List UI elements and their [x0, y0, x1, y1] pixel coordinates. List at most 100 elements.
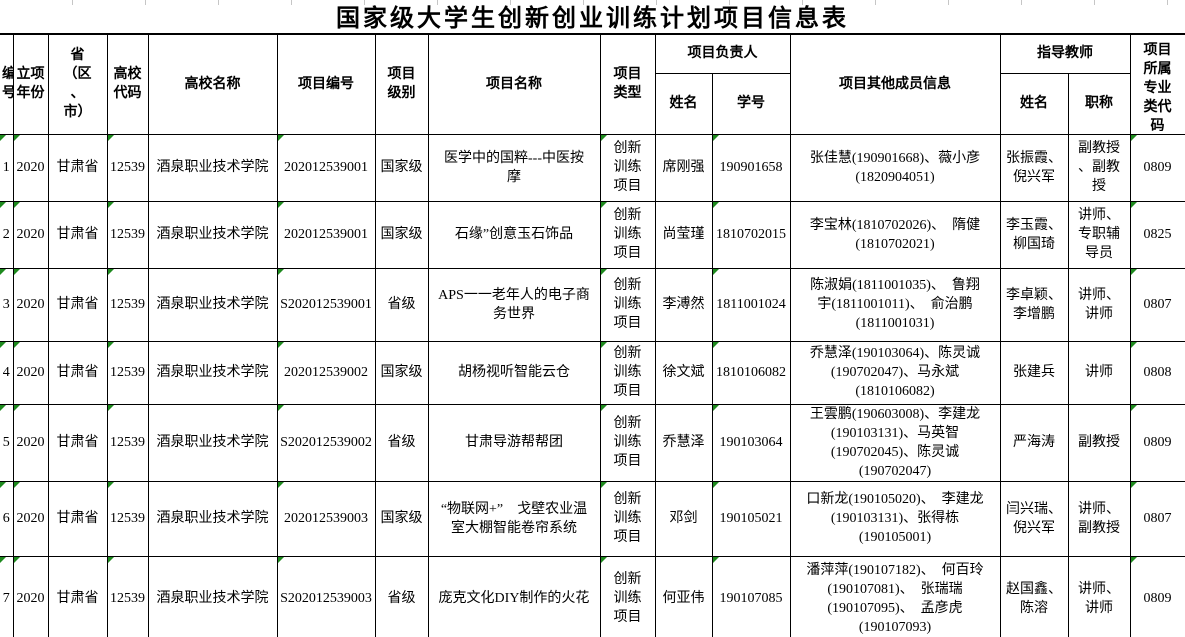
cell-leader-id[interactable]: 190901658 — [711, 133, 791, 202]
cell-major-code[interactable]: 0809 — [1129, 133, 1185, 202]
cell-advisor-title[interactable]: 副教授 、副教 授 — [1067, 133, 1131, 202]
header-project-no[interactable]: 项目编号 — [276, 33, 376, 135]
cell-project-no[interactable]: S202012539002 — [276, 403, 376, 482]
cell-year[interactable]: 2020 — [12, 133, 49, 202]
cell-major-code[interactable]: 0825 — [1129, 200, 1185, 269]
cell-leader-name[interactable]: 席刚强 — [654, 133, 713, 202]
cell-school-name[interactable]: 酒泉职业技术学院 — [147, 133, 278, 202]
cell-level[interactable]: 国家级 — [374, 480, 429, 557]
header-major-code[interactable]: 项目 所属 专业 类代 码 — [1129, 33, 1185, 135]
cell-project-no[interactable]: 202012539003 — [276, 480, 376, 557]
cell-province[interactable]: 甘肃省 — [47, 555, 108, 637]
cell-major-code[interactable]: 0807 — [1129, 267, 1185, 342]
cell-year[interactable]: 2020 — [12, 267, 49, 342]
cell-school-code[interactable]: 12539 — [106, 480, 149, 557]
cell-project-name[interactable]: APS一一老年人的电子商 务世界 — [427, 267, 601, 342]
cell-leader-name[interactable]: 何亚伟 — [654, 555, 713, 637]
header-level[interactable]: 项目 级别 — [374, 33, 429, 135]
cell-province[interactable]: 甘肃省 — [47, 340, 108, 405]
cell-idx[interactable]: 7 — [0, 555, 14, 637]
cell-advisor-name[interactable]: 李玉霞、 柳国琦 — [999, 200, 1069, 269]
cell-school-name[interactable]: 酒泉职业技术学院 — [147, 555, 278, 637]
header-school-name[interactable]: 高校名称 — [147, 33, 278, 135]
cell-year[interactable]: 2020 — [12, 555, 49, 637]
cell-level[interactable]: 省级 — [374, 555, 429, 637]
cell-school-name[interactable]: 酒泉职业技术学院 — [147, 200, 278, 269]
cell-school-code[interactable]: 12539 — [106, 200, 149, 269]
cell-year[interactable]: 2020 — [12, 340, 49, 405]
cell-type[interactable]: 创新 训练 项目 — [599, 133, 656, 202]
cell-idx[interactable]: 6 — [0, 480, 14, 557]
cell-leader-id[interactable]: 190105021 — [711, 480, 791, 557]
page-title[interactable]: 国家级大学生创新创业训练计划项目信息表 — [336, 6, 849, 32]
cell-project-name[interactable]: 医学中的国粹---中医按 摩 — [427, 133, 601, 202]
cell-leader-id[interactable]: 1810106082 — [711, 340, 791, 405]
cell-major-code[interactable]: 0807 — [1129, 480, 1185, 557]
cell-project-no[interactable]: S202012539001 — [276, 267, 376, 342]
cell-school-name[interactable]: 酒泉职业技术学院 — [147, 267, 278, 342]
cell-advisor-title[interactable]: 讲师、 专职辅 导员 — [1067, 200, 1131, 269]
cell-project-name[interactable]: 甘肃导游帮帮团 — [427, 403, 601, 482]
cell-project-name[interactable]: 庞克文化DIY制作的火花 — [427, 555, 601, 637]
cell-type[interactable]: 创新 训练 项目 — [599, 200, 656, 269]
header-idx[interactable]: 编 号 — [0, 33, 14, 135]
cell-project-no[interactable]: 202012539001 — [276, 200, 376, 269]
cell-leader-name[interactable]: 邓剑 — [654, 480, 713, 557]
cell-level[interactable]: 国家级 — [374, 133, 429, 202]
header-province[interactable]: 省 （区 、 市） — [47, 33, 108, 135]
header-advisor-title[interactable]: 职称 — [1067, 72, 1131, 135]
cell-school-code[interactable]: 12539 — [106, 340, 149, 405]
cell-level[interactable]: 省级 — [374, 267, 429, 342]
cell-members[interactable]: 口新龙(190105020)、 李建龙 (190103131)、张得栋 (190… — [789, 480, 1001, 557]
header-school-code[interactable]: 高校 代码 — [106, 33, 149, 135]
cell-advisor-name[interactable]: 闫兴瑞、 倪兴军 — [999, 480, 1069, 557]
cell-idx[interactable]: 2 — [0, 200, 14, 269]
cell-members[interactable]: 陈淑娟(1811001035)、 鲁翔 宇(1811001011)、 俞治鹏 (… — [789, 267, 1001, 342]
header-type[interactable]: 项目 类型 — [599, 33, 656, 135]
cell-school-name[interactable]: 酒泉职业技术学院 — [147, 480, 278, 557]
cell-advisor-title[interactable]: 讲师 — [1067, 340, 1131, 405]
cell-major-code[interactable]: 0808 — [1129, 340, 1185, 405]
cell-project-no[interactable]: 202012539001 — [276, 133, 376, 202]
cell-school-code[interactable]: 12539 — [106, 403, 149, 482]
cell-idx[interactable]: 1 — [0, 133, 14, 202]
cell-project-no[interactable]: 202012539002 — [276, 340, 376, 405]
cell-school-name[interactable]: 酒泉职业技术学院 — [147, 340, 278, 405]
header-advisor-name[interactable]: 姓名 — [999, 72, 1069, 135]
cell-advisor-name[interactable]: 赵国鑫、 陈溶 — [999, 555, 1069, 637]
header-leader-name[interactable]: 姓名 — [654, 72, 713, 135]
cell-advisor-name[interactable]: 张建兵 — [999, 340, 1069, 405]
cell-province[interactable]: 甘肃省 — [47, 267, 108, 342]
cell-project-name[interactable]: 石缘”创意玉石饰品 — [427, 200, 601, 269]
cell-idx[interactable]: 3 — [0, 267, 14, 342]
cell-leader-name[interactable]: 徐文斌 — [654, 340, 713, 405]
cell-school-code[interactable]: 12539 — [106, 267, 149, 342]
cell-members[interactable]: 乔慧泽(190103064)、陈灵诚 (190702047)、马永斌 (1810… — [789, 340, 1001, 405]
cell-leader-id[interactable]: 190107085 — [711, 555, 791, 637]
header-leader-id[interactable]: 学号 — [711, 72, 791, 135]
cell-project-name[interactable]: “物联网+” 戈壁农业温 室大棚智能卷帘系统 — [427, 480, 601, 557]
cell-leader-name[interactable]: 尚莹瑾 — [654, 200, 713, 269]
cell-type[interactable]: 创新 训练 项目 — [599, 267, 656, 342]
cell-school-code[interactable]: 12539 — [106, 555, 149, 637]
cell-advisor-title[interactable]: 讲师、 副教授 — [1067, 480, 1131, 557]
cell-province[interactable]: 甘肃省 — [47, 133, 108, 202]
cell-advisor-title[interactable]: 副教授 — [1067, 403, 1131, 482]
header-advisor-group[interactable]: 指导教师 — [999, 33, 1131, 74]
cell-type[interactable]: 创新 训练 项目 — [599, 403, 656, 482]
header-members[interactable]: 项目其他成员信息 — [789, 33, 1001, 135]
cell-advisor-title[interactable]: 讲师、 讲师 — [1067, 555, 1131, 637]
cell-province[interactable]: 甘肃省 — [47, 403, 108, 482]
cell-members[interactable]: 张佳慧(190901668)、薇小彦 (1820904051) — [789, 133, 1001, 202]
header-leader-group[interactable]: 项目负责人 — [654, 33, 791, 74]
cell-school-code[interactable]: 12539 — [106, 133, 149, 202]
cell-type[interactable]: 创新 训练 项目 — [599, 555, 656, 637]
cell-type[interactable]: 创新 训练 项目 — [599, 480, 656, 557]
cell-idx[interactable]: 4 — [0, 340, 14, 405]
cell-leader-id[interactable]: 190103064 — [711, 403, 791, 482]
cell-year[interactable]: 2020 — [12, 403, 49, 482]
cell-province[interactable]: 甘肃省 — [47, 480, 108, 557]
cell-members[interactable]: 王雲鹏(190603008)、李建龙 (190103131)、马英智 (1907… — [789, 403, 1001, 482]
cell-type[interactable]: 创新 训练 项目 — [599, 340, 656, 405]
cell-leader-id[interactable]: 1810702015 — [711, 200, 791, 269]
